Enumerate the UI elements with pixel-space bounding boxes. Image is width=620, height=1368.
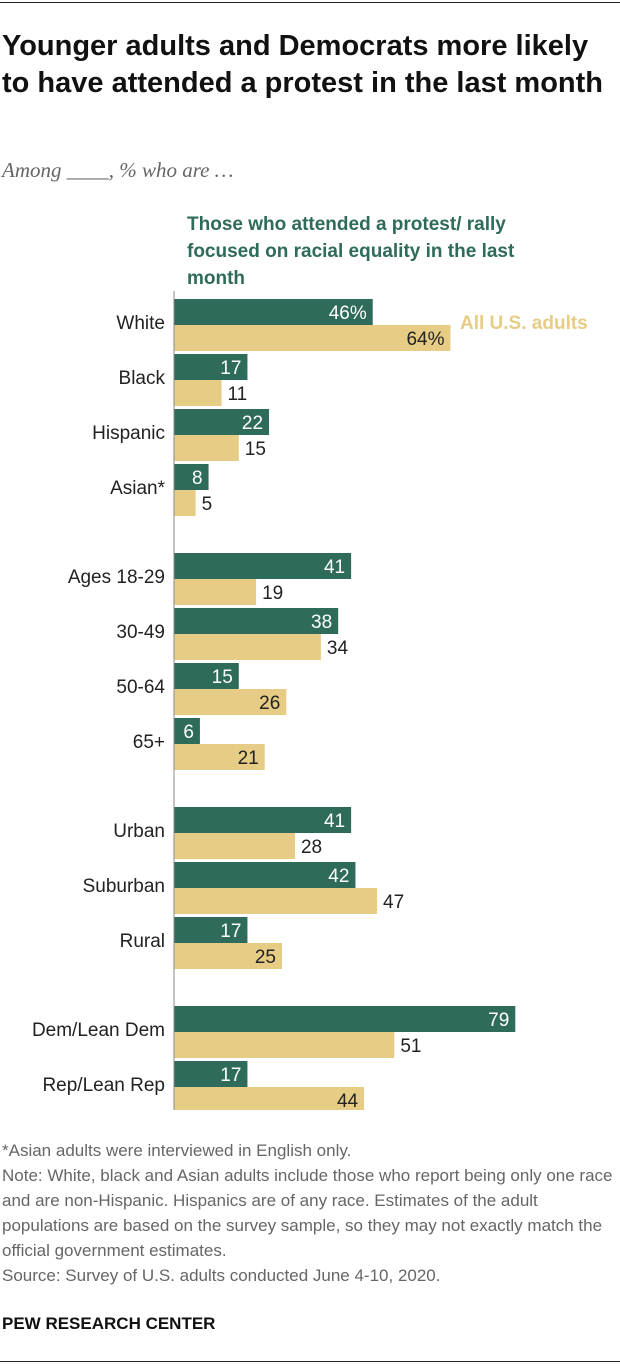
- category-label-rural: Rural: [120, 931, 165, 952]
- category-label-30-49: 30-49: [116, 622, 165, 643]
- top-rule: [0, 2, 620, 3]
- chart-subtitle: Among ____, % who are …: [2, 158, 234, 182]
- category-label-white: White: [116, 313, 165, 334]
- bar-all-adults-50-64: [174, 689, 287, 715]
- bar-all-adults-rep-lean-rep: [174, 1087, 365, 1110]
- bar-all-adults-hispanic: [174, 435, 239, 461]
- bar-protest-ages-18-29: [174, 553, 352, 579]
- value-all-adults-rep-lean-rep: 44: [337, 1091, 359, 1110]
- bar-protest-30-49: [174, 608, 339, 634]
- bar-all-adults-65: [174, 744, 265, 770]
- bar-protest-black: [174, 354, 248, 380]
- value-all-adults-dem-lean-dem: 51: [400, 1036, 421, 1057]
- value-all-adults-50-64: 26: [259, 693, 280, 714]
- value-all-adults-asian: 5: [202, 494, 213, 515]
- category-label-asian: Asian*: [110, 478, 166, 499]
- value-all-adults-65: 21: [238, 748, 259, 769]
- bottom-rule: [0, 1361, 620, 1362]
- footnote-asian: *Asian adults were interviewed in Englis…: [2, 1141, 352, 1160]
- value-all-adults-black: 11: [228, 384, 248, 405]
- bar-all-adults-black: [174, 380, 222, 406]
- value-protest-50-64: 15: [212, 667, 233, 688]
- category-label-ages-18-29: Ages 18-29: [68, 567, 165, 588]
- value-all-adults-white: 64%: [406, 329, 444, 350]
- value-protest-ages-18-29: 41: [324, 557, 345, 578]
- value-protest-suburban: 42: [328, 866, 349, 887]
- value-protest-hispanic: 22: [242, 413, 263, 434]
- bar-protest-asian: [174, 464, 209, 490]
- category-label-suburban: Suburban: [83, 876, 165, 897]
- category-label-dem-lean-dem: Dem/Lean Dem: [32, 1020, 165, 1041]
- value-protest-65: 6: [183, 722, 194, 743]
- bar-protest-white: [174, 299, 373, 325]
- value-all-adults-suburban: 47: [383, 892, 404, 913]
- bar-protest-urban: [174, 807, 352, 833]
- value-all-adults-urban: 28: [301, 837, 322, 858]
- bar-all-adults-white: [174, 325, 451, 351]
- value-protest-white: 46%: [329, 303, 367, 324]
- bar-protest-rep-lean-rep: [174, 1061, 248, 1087]
- category-label-urban: Urban: [113, 821, 165, 842]
- value-protest-30-49: 38: [311, 612, 332, 633]
- legend-protest: Those who attended a protest/ rally focu…: [187, 214, 515, 289]
- value-protest-black: 17: [220, 358, 241, 379]
- bar-all-adults-30-49: [174, 634, 321, 660]
- value-protest-rural: 17: [220, 921, 241, 942]
- footnotes: *Asian adults were interviewed in Englis…: [2, 1138, 614, 1288]
- category-label-50-64: 50-64: [116, 677, 165, 698]
- value-all-adults-hispanic: 15: [245, 439, 266, 460]
- value-protest-asian: 8: [192, 468, 203, 489]
- footnote-source: Source: Survey of U.S. adults conducted …: [2, 1266, 441, 1285]
- legend-all-adults: All U.S. adults: [460, 313, 588, 334]
- category-label-black: Black: [119, 368, 166, 389]
- bar-all-adults-dem-lean-dem: [174, 1032, 395, 1058]
- bar-protest-dem-lean-dem: [174, 1006, 516, 1032]
- bar-all-adults-rural: [174, 943, 282, 969]
- bar-protest-suburban: [174, 862, 356, 888]
- category-label-hispanic: Hispanic: [92, 423, 165, 444]
- value-all-adults-rural: 25: [255, 947, 276, 968]
- brand-logo-text: PEW RESEARCH CENTER: [2, 1314, 216, 1333]
- value-protest-dem-lean-dem: 79: [488, 1010, 509, 1031]
- value-all-adults-30-49: 34: [327, 638, 349, 659]
- bar-all-adults-asian: [174, 490, 196, 516]
- bar-all-adults-suburban: [174, 888, 378, 914]
- value-protest-rep-lean-rep: 17: [220, 1065, 241, 1086]
- category-label-65: 65+: [133, 732, 165, 753]
- bar-chart: White 46% 64% Black 17 11 Hispanic 22 15 Asian* 8 5…: [32, 291, 516, 1110]
- bar-protest-hispanic: [174, 409, 270, 435]
- bar-protest-50-64: [174, 663, 239, 689]
- bar-protest-65: [174, 718, 200, 744]
- bar-all-adults-ages-18-29: [174, 579, 257, 605]
- value-all-adults-ages-18-29: 19: [262, 583, 283, 604]
- chart-title: Younger adults and Democrats more likely…: [2, 30, 604, 99]
- footnote-note: Note: White, black and Asian adults incl…: [2, 1166, 613, 1260]
- bar-all-adults-urban: [174, 833, 295, 859]
- category-label-rep-lean-rep: Rep/Lean Rep: [42, 1075, 165, 1096]
- bar-protest-rural: [174, 917, 248, 943]
- value-protest-urban: 41: [324, 811, 345, 832]
